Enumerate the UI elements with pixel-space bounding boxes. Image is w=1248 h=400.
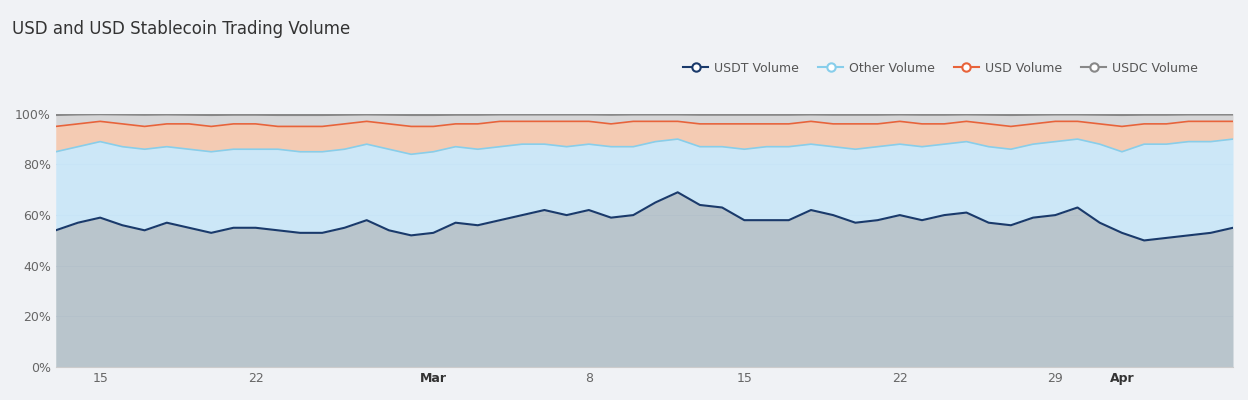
Text: USD and USD Stablecoin Trading Volume: USD and USD Stablecoin Trading Volume [12,20,351,38]
Legend: USDT Volume, Other Volume, USD Volume, USDC Volume: USDT Volume, Other Volume, USD Volume, U… [678,57,1203,80]
